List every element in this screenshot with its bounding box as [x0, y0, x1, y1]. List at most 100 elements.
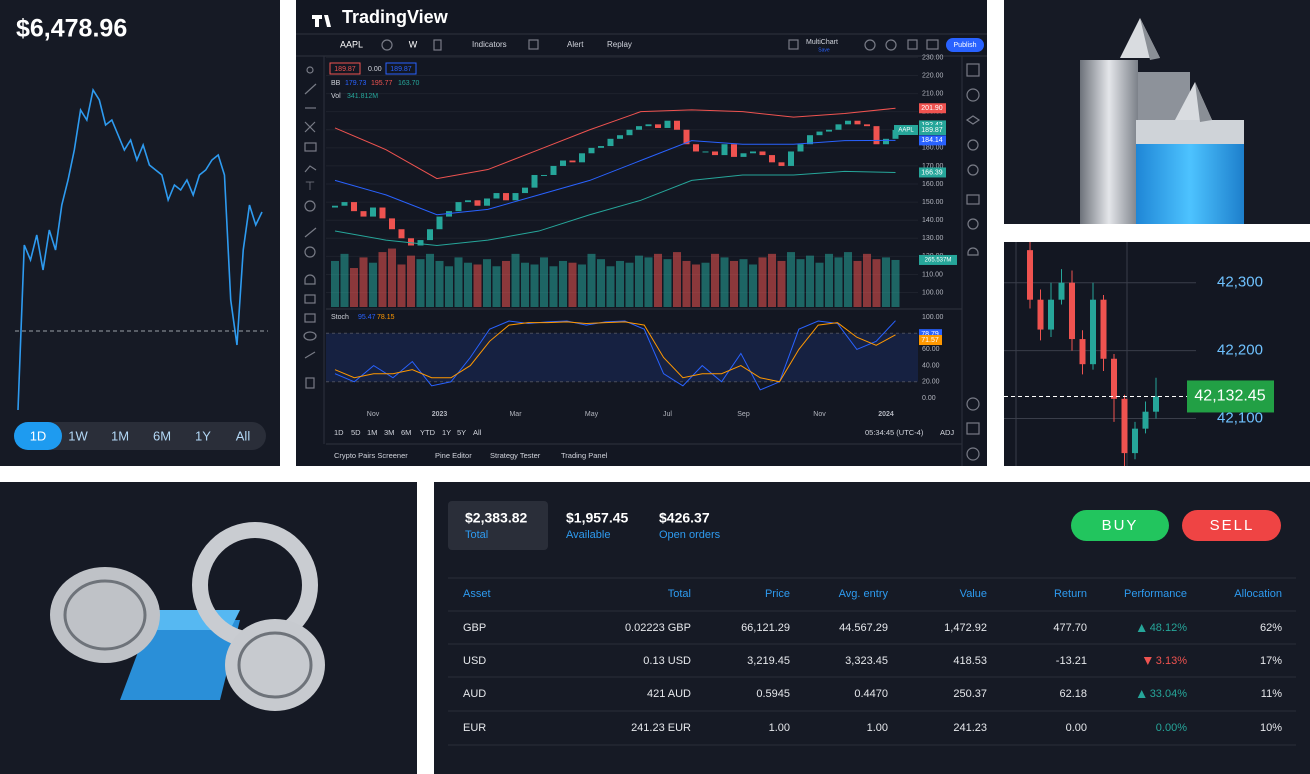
candle: [541, 174, 547, 176]
x-tick-label: Jul: [663, 411, 672, 418]
candle: [465, 200, 471, 203]
y-tick-label: 100.00: [922, 289, 944, 296]
legend-value: 163.70: [398, 80, 420, 87]
price-tag: [919, 135, 946, 146]
volume-bar: [473, 264, 482, 307]
last-price-label: 42,132.45: [1194, 388, 1265, 405]
x-tick-label: Mar: [509, 411, 522, 418]
portfolio-panel: [0, 0, 280, 466]
sell-label[interactable]: SELL: [1210, 517, 1255, 534]
toolbar-item[interactable]: Indicators: [472, 40, 507, 49]
volume-bar: [568, 262, 577, 307]
interval[interactable]: W: [409, 39, 418, 49]
table-cell: 62%: [1260, 622, 1282, 634]
balance-amount: $1,957.45: [566, 510, 628, 526]
candle: [560, 160, 566, 166]
ticker-panel: [1004, 242, 1310, 466]
range-button[interactable]: 1Y: [195, 428, 211, 443]
timeframe[interactable]: 5D: [351, 428, 361, 437]
price-tag: [919, 167, 946, 178]
volume-bar: [502, 260, 510, 307]
timeframe[interactable]: 1M: [367, 428, 377, 437]
x-tick-label: 2023: [432, 411, 448, 418]
legend-name: Stoch: [331, 314, 349, 321]
range-button[interactable]: 1W: [68, 428, 88, 443]
candle: [503, 193, 509, 201]
panel-tab[interactable]: Pine Editor: [435, 451, 472, 460]
multichart[interactable]: MultiChart: [806, 39, 838, 46]
volume-bar: [749, 264, 757, 307]
timeframe[interactable]: 3M: [384, 428, 394, 437]
range-button[interactable]: All: [236, 428, 251, 443]
y-tick-label: 42,200: [1217, 342, 1263, 359]
publish[interactable]: Publish: [954, 42, 977, 49]
volume-bar: [768, 253, 776, 307]
toolbar-item[interactable]: Alert: [567, 40, 584, 49]
sell-button[interactable]: [1182, 510, 1281, 541]
buy-button[interactable]: [1071, 510, 1169, 541]
table-header: Value: [960, 588, 987, 600]
candle: [569, 160, 576, 163]
toolbar-item[interactable]: Replay: [607, 40, 632, 49]
range-button[interactable]: 6M: [153, 428, 171, 443]
table-cell: 33.04%: [1150, 688, 1188, 700]
performance-arrow: [1137, 690, 1146, 698]
publish-button[interactable]: [946, 38, 984, 52]
candle: [370, 207, 376, 217]
candle-body: [1037, 299, 1044, 330]
candle: [474, 200, 481, 206]
volume-bar: [454, 257, 463, 307]
adj[interactable]: ADJ: [940, 428, 954, 437]
y-tick-label: 150.00: [922, 199, 944, 206]
candle: [598, 146, 604, 148]
table-cell: 3,323.45: [845, 655, 888, 667]
timeframe[interactable]: 5Y: [457, 428, 466, 437]
band-line: [334, 170, 896, 247]
range-button[interactable]: 1M: [111, 428, 129, 443]
table-cell: 421 AUD: [647, 688, 691, 700]
table-cell: 10%: [1260, 722, 1282, 734]
price-tag-label: 189.87: [921, 127, 943, 134]
candle: [864, 124, 870, 127]
volume-bar: [331, 260, 339, 307]
y-tick-label: 170.00: [922, 163, 944, 170]
candle: [379, 207, 386, 219]
volume-bar: [464, 262, 472, 307]
stoch-tag-label: 78.79: [921, 331, 939, 338]
table-cell: 66,121.29: [741, 622, 790, 634]
volume-bar: [587, 253, 596, 307]
volume-tag-label: 265.537M: [925, 258, 952, 264]
buy-label[interactable]: BUY: [1102, 517, 1139, 534]
timeframe[interactable]: 6M: [401, 428, 411, 437]
timeframe[interactable]: YTD: [420, 428, 436, 437]
y-tick-label: 220.00: [922, 72, 944, 79]
volume-bar: [654, 253, 662, 307]
volume-bar: [777, 260, 786, 307]
price-tag: [919, 103, 946, 114]
price-tag: [919, 125, 946, 136]
range-button[interactable]: 1D: [30, 428, 47, 443]
candle-body: [1027, 250, 1033, 300]
y-tick-label: 160.00: [922, 181, 944, 188]
candle: [636, 126, 642, 130]
timeframe[interactable]: 1Y: [442, 428, 451, 437]
table-cell: 48.12%: [1150, 622, 1188, 634]
candle: [769, 155, 775, 163]
timeframe[interactable]: All: [473, 428, 482, 437]
symbol-tag-label: AAPL: [898, 128, 914, 134]
legend-value: 189.87: [334, 66, 356, 73]
table-cell: 418.53: [953, 655, 987, 667]
candle: [579, 153, 585, 163]
y-tick-label: 210.00: [922, 90, 944, 97]
balance-card-active[interactable]: [448, 501, 548, 550]
candle: [512, 193, 519, 201]
candle: [721, 144, 728, 156]
panel-tab[interactable]: Trading Panel: [561, 451, 608, 460]
panel-tab[interactable]: Strategy Tester: [490, 451, 541, 460]
panel-tab[interactable]: Crypto Pairs Screener: [334, 451, 408, 460]
timeframe[interactable]: 1D: [334, 428, 344, 437]
volume-bar: [340, 253, 349, 307]
table-cell: 241.23 EUR: [631, 722, 691, 734]
candle-body: [1111, 358, 1117, 399]
